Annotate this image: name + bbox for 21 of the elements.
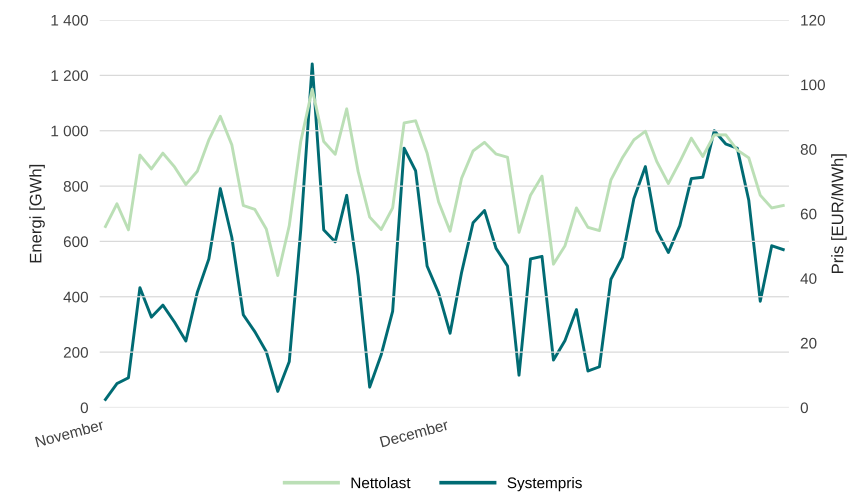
y-tick-label: 200	[64, 347, 88, 358]
y2-axis-title: Pris [EUR/MWh]	[831, 154, 847, 274]
y-tick-label: 1 000	[52, 126, 88, 136]
y2-tick-label: 40	[800, 273, 816, 284]
y-tick-label: 0	[80, 402, 88, 414]
legend-label: Systempris	[508, 477, 582, 492]
line-series	[104, 62, 785, 401]
y2-tick-label: 80	[800, 144, 816, 155]
y2-tick-label: 100	[801, 79, 825, 90]
y-tick-label: 600	[64, 236, 88, 248]
y-tick-label: 1 400	[52, 14, 88, 26]
line-series	[104, 88, 785, 277]
y2-tick-label: 0	[800, 402, 808, 414]
legend-label: Nettolast	[352, 477, 410, 488]
y-tick-label: 1 200	[52, 70, 88, 82]
y2-tick-label: 20	[800, 338, 816, 349]
y-tick-label: 800	[64, 180, 88, 192]
y-axis-title: Energi [GWh]	[29, 164, 45, 262]
y-tick-label: 400	[63, 292, 88, 302]
y2-tick-label: 60	[800, 208, 816, 220]
y2-tick-label: 120	[801, 14, 825, 26]
